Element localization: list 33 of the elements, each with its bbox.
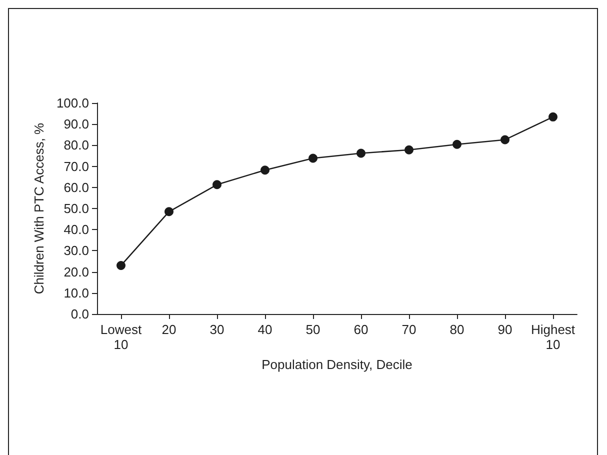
x-tick-label: 80 — [450, 322, 464, 337]
point — [260, 166, 270, 175]
point — [404, 145, 414, 154]
y-tick-label: 60.0 — [64, 180, 89, 195]
x-tick-label: 40 — [258, 322, 272, 337]
point — [500, 135, 510, 144]
x-tick-label: 50 — [306, 322, 320, 337]
point — [548, 112, 558, 122]
x-tick-label: 70 — [402, 322, 416, 337]
y-tick-label: 20.0 — [64, 264, 89, 280]
y-tick-label: 40.0 — [64, 222, 89, 238]
point — [116, 260, 126, 270]
x-tick-label: Lowest 10 — [100, 322, 142, 352]
x-tick-label: 90 — [498, 322, 512, 337]
x-tick-label: 30 — [210, 322, 224, 337]
y-tick-label: 50.0 — [64, 201, 89, 216]
point — [308, 154, 318, 163]
point — [164, 207, 174, 216]
point — [452, 140, 462, 149]
point — [356, 148, 366, 158]
y-tick-label: 30.0 — [64, 243, 89, 258]
x-axis-title: Population Density, Decile — [262, 357, 412, 372]
y-tick-label: 80.0 — [64, 138, 89, 153]
point — [212, 180, 222, 190]
x-tick-label: 20 — [162, 322, 176, 337]
y-axis-title: Children With PTC Access, % — [32, 122, 47, 294]
x-tick-label: 60 — [354, 322, 368, 337]
x-tick-label: Highest 10 — [530, 322, 576, 352]
y-tick-label: 0.0 — [70, 306, 89, 322]
y-tick-label: 100.0 — [56, 96, 89, 110]
y-tick-label: 10.0 — [64, 285, 89, 300]
y-tick-label: 90.0 — [64, 116, 89, 132]
y-tick-label: 70.0 — [64, 158, 89, 174]
